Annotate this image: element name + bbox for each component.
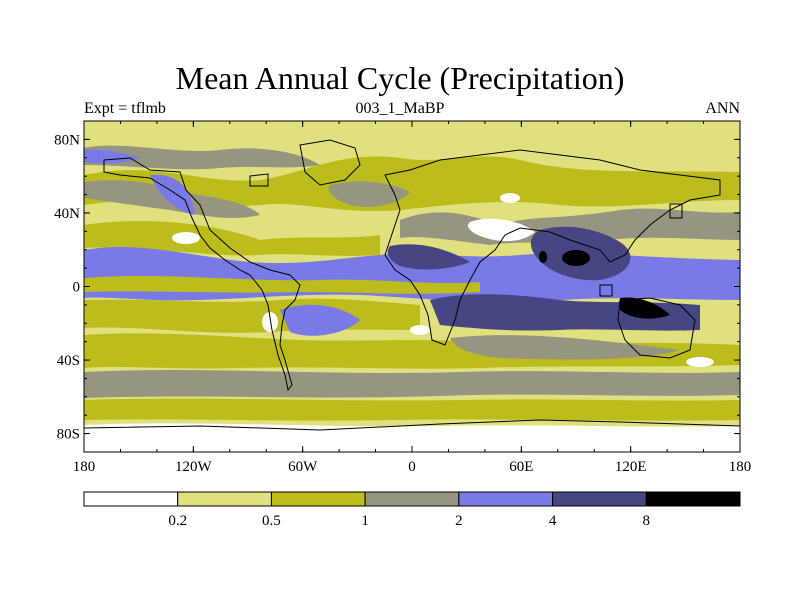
x-tick-label: 120E [615,459,647,475]
case-label: 003_1_MaBP [355,100,445,117]
coast-island [599,284,613,297]
y-tick-label: 0 [73,280,81,296]
field-arctic [84,121,740,141]
field-sam-wet [280,304,360,336]
x-tick-label: 0 [408,459,416,475]
x-tick-label: 60W [288,459,318,475]
colorbar-swatch [177,491,272,507]
colorbar-level-label: 2 [455,513,463,529]
colorbar-swatch [270,491,366,507]
field-sam-dry [262,312,278,332]
colorbar-swatch [552,491,647,507]
colorbar-swatch [83,491,179,507]
field-itcz-core [84,256,380,278]
field-southern-ocean [84,398,740,421]
coast-eurasia-africa [384,149,721,346]
field-pacific-dry [172,232,200,244]
colorbar-level-label: 4 [549,513,557,529]
colorbar-swatch [458,491,554,507]
colorbar: 0.2 0.5 1 2 4 8 [83,491,741,529]
map-field [84,121,740,452]
y-tick-label: 80S [57,427,80,443]
field-atl-dry [410,325,430,335]
coast-lake [249,173,269,187]
field-africa-wet [387,244,470,270]
colorbar-level-label: 0.2 [168,513,187,529]
coast-greenland [299,139,361,186]
field-max-cell-3 [620,297,670,319]
coast-japan [669,203,683,219]
field-eq-dry [84,276,480,294]
colorbar-level-label: 8 [643,513,651,529]
field-storm-track [84,370,740,398]
colorbar-level-label: 0.5 [262,513,281,529]
field-max-cell-2 [539,251,547,263]
coast-antarctica [84,419,740,431]
x-tick-label: 180 [729,459,752,475]
season-label: ANN [705,100,740,117]
colorbar-swatch [645,491,741,507]
field-subtropic-n [84,220,380,256]
coast-americas [103,157,301,392]
map-title: Mean Annual Cycle (Precipitation) [175,60,625,96]
field-sp-dry [686,357,714,367]
colorbar-level-label: 1 [361,513,369,529]
y-tick-label: 40S [57,353,80,369]
coast-australia [617,297,696,359]
field-max-cell [562,250,590,266]
coastlines [84,139,740,431]
field-band-south [84,333,740,369]
field-sub-s [84,298,420,333]
x-tick-label: 180 [73,459,96,475]
x-tick-label: 120W [175,459,213,475]
field-arctic-blue [84,149,140,164]
field-arctic-grey [84,145,320,170]
field-asia-dry [500,193,520,203]
field-band-north [84,156,740,212]
field-antarctic [84,423,740,452]
field-atlantic-north [328,181,410,207]
field-south-grey [450,335,680,360]
y-tick-label: 80N [54,132,80,148]
y-tick-label: 40N [54,206,80,222]
x-tick-label: 60E [509,459,533,475]
colorbar-swatch [364,491,460,507]
experiment-label: Expt = tflmb [84,100,166,117]
field-sahara-dry [468,218,535,242]
axis-ticks: 80N 40N 0 40S 80S 180 120W 60W 0 60E 120E 180 [54,121,751,475]
